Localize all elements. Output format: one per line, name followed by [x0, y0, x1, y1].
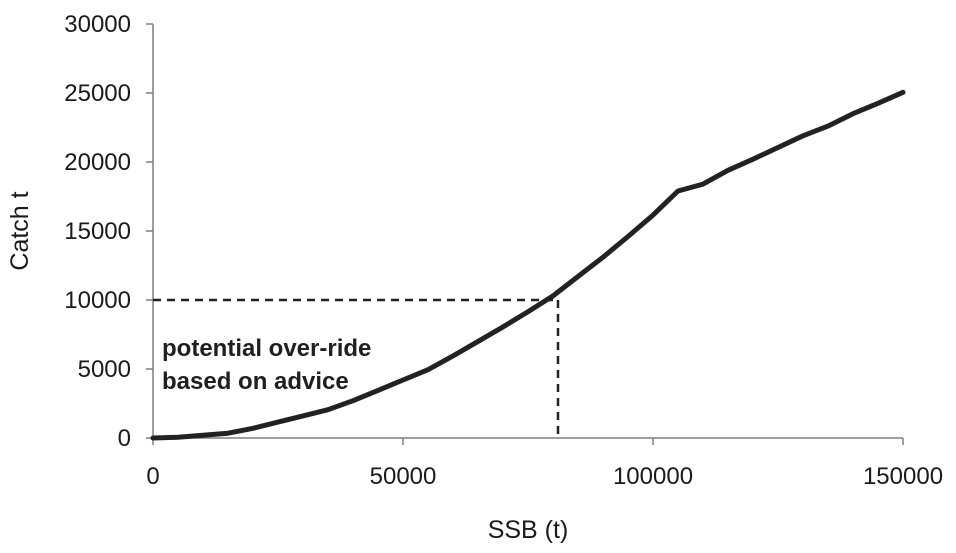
series-layer — [150, 89, 906, 441]
x-tick-label: 50000 — [370, 463, 437, 490]
y-tick-label: 10000 — [64, 287, 131, 314]
annotation-line-2: based on advice — [162, 368, 349, 395]
axes-layer — [146, 23, 904, 445]
y-tick-label: 20000 — [64, 149, 131, 176]
series-line-0 — [150, 89, 906, 441]
y-tick-label: 0 — [118, 425, 131, 452]
y-tick-label: 25000 — [64, 80, 131, 107]
x-tick-label: 150000 — [863, 463, 943, 490]
y-tick-label: 5000 — [78, 356, 131, 383]
y-tick-label: 15000 — [64, 218, 131, 245]
x-tick-label: 100000 — [613, 463, 693, 490]
y-axis-title: Catch t — [6, 191, 34, 270]
reference-lines-layer — [153, 298, 560, 438]
y-tick-label: 30000 — [64, 11, 131, 38]
text-layer: SSB (t) Catch t potential over-ride base… — [6, 11, 943, 544]
annotation-line-1: potential over-ride — [162, 335, 371, 362]
x-axis-title: SSB (t) — [488, 516, 569, 544]
x-tick-label: 0 — [146, 463, 159, 490]
